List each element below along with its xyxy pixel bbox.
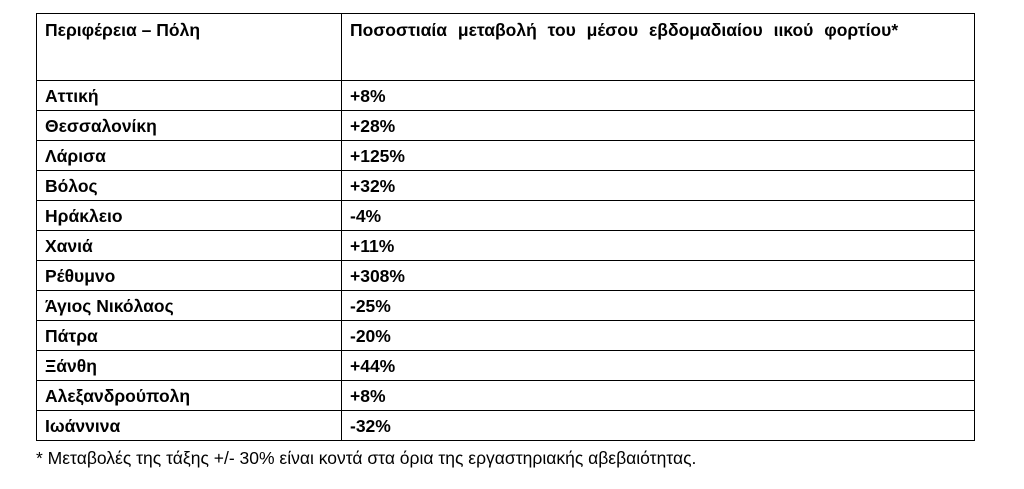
- table-row: Πάτρα -20%: [36, 320, 975, 351]
- change-cell: +11%: [341, 230, 975, 261]
- header-percent-change: Ποσοστιαία μεταβολή του μέσου εβδομαδιαί…: [341, 13, 975, 81]
- change-cell: +32%: [341, 170, 975, 201]
- region-cell: Θεσσαλονίκη: [36, 110, 342, 141]
- change-cell: +8%: [341, 80, 975, 111]
- table-row: Αττική +8%: [36, 80, 975, 111]
- change-cell: +8%: [341, 380, 975, 411]
- region-cell: Βόλος: [36, 170, 342, 201]
- footnote: * Μεταβολές της τάξης +/- 30% είναι κοντ…: [36, 448, 697, 468]
- table-row: Ιωάννινα -32%: [36, 410, 975, 441]
- change-cell: +28%: [341, 110, 975, 141]
- region-cell: Άγιος Νικόλαος: [36, 290, 342, 321]
- region-cell: Αλεξανδρούπολη: [36, 380, 342, 411]
- region-cell: Αττική: [36, 80, 342, 111]
- region-cell: Ηράκλειο: [36, 200, 342, 231]
- change-cell: -4%: [341, 200, 975, 231]
- change-cell: +44%: [341, 350, 975, 381]
- region-cell: Ξάνθη: [36, 350, 342, 381]
- region-cell: Λάρισα: [36, 140, 342, 171]
- table-row: Θεσσαλονίκη +28%: [36, 110, 975, 141]
- table-row: Αλεξανδρούπολη +8%: [36, 380, 975, 411]
- table-row: Άγιος Νικόλαος -25%: [36, 290, 975, 321]
- table-row: Βόλος +32%: [36, 170, 975, 201]
- header-region-city: Περιφέρεια – Πόλη: [36, 13, 342, 81]
- change-cell: +308%: [341, 260, 975, 291]
- table-header-row: Περιφέρεια – Πόλη Ποσοστιαία μεταβολή το…: [36, 13, 975, 81]
- region-cell: Πάτρα: [36, 320, 342, 351]
- table-row: Ηράκλειο -4%: [36, 200, 975, 231]
- region-cell: Χανιά: [36, 230, 342, 261]
- table-row: Χανιά +11%: [36, 230, 975, 261]
- table-container: Περιφέρεια – Πόλη Ποσοστιαία μεταβολή το…: [36, 13, 975, 441]
- region-cell: Ρέθυμνο: [36, 260, 342, 291]
- table-row: Ξάνθη +44%: [36, 350, 975, 381]
- change-cell: -32%: [341, 410, 975, 441]
- change-cell: +125%: [341, 140, 975, 171]
- table-row: Ρέθυμνο +308%: [36, 260, 975, 291]
- change-cell: -25%: [341, 290, 975, 321]
- change-cell: -20%: [341, 320, 975, 351]
- table-row: Λάρισα +125%: [36, 140, 975, 171]
- viral-load-table: Περιφέρεια – Πόλη Ποσοστιαία μεταβολή το…: [36, 13, 975, 441]
- region-cell: Ιωάννινα: [36, 410, 342, 441]
